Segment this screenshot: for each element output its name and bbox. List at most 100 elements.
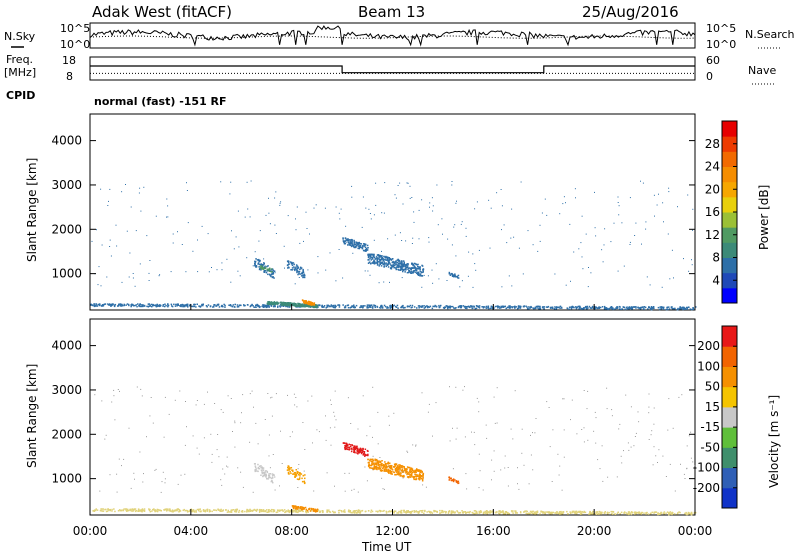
echo-point — [598, 513, 600, 515]
scatter-point — [192, 250, 194, 252]
echo-point — [453, 512, 456, 514]
echo-point — [272, 303, 275, 306]
echo-point — [487, 305, 490, 307]
echo-point — [375, 468, 378, 470]
echo-point — [293, 266, 295, 268]
scatter-point — [375, 204, 377, 206]
echo-point — [398, 465, 400, 468]
echo-point — [260, 474, 262, 476]
echo-point — [569, 511, 571, 513]
echo-point — [525, 510, 527, 512]
echo-point — [598, 510, 601, 513]
echo-point — [134, 304, 136, 307]
echo-point — [416, 307, 418, 309]
echo-point — [371, 460, 374, 463]
echo-point — [376, 262, 378, 264]
echo-point — [408, 271, 410, 273]
echo-point — [356, 244, 359, 246]
echo-point — [534, 307, 536, 310]
cpid-text: normal (fast) -151 RF — [94, 95, 227, 108]
echo-point — [173, 510, 175, 512]
echo-point — [515, 510, 517, 512]
echo-point — [304, 506, 307, 509]
echo-point — [409, 469, 411, 471]
echo-point — [323, 305, 326, 307]
echo-point — [351, 244, 353, 247]
echo-point — [370, 509, 373, 511]
echo-point — [513, 306, 515, 308]
echo-point — [120, 509, 123, 512]
echo-point — [191, 305, 193, 308]
scatter-point — [478, 401, 480, 403]
echo-point — [239, 304, 241, 306]
colorbar-swatch — [722, 406, 737, 428]
echo-point — [535, 513, 538, 515]
scatter-point — [648, 406, 650, 408]
echo-point — [396, 470, 398, 472]
echo-point — [287, 469, 289, 471]
echo-point — [536, 511, 539, 514]
echo-point — [273, 301, 276, 303]
echo-point — [635, 511, 637, 514]
echo-point — [415, 469, 418, 472]
echo-point — [429, 510, 431, 513]
echo-point — [422, 268, 425, 270]
echo-point — [359, 246, 362, 249]
scatter-point — [334, 415, 336, 417]
echo-point — [175, 303, 177, 306]
echo-point — [259, 268, 261, 270]
echo-point — [562, 511, 565, 513]
scatter-point — [652, 464, 654, 466]
scatter-point — [275, 393, 277, 395]
scatter-point — [380, 257, 382, 259]
echo-point — [517, 307, 520, 309]
echo-point — [418, 266, 421, 269]
echo-point — [485, 307, 487, 309]
echo-point — [502, 512, 505, 515]
echo-point — [219, 510, 221, 512]
echo-point — [266, 470, 268, 473]
echo-point — [411, 304, 414, 307]
echo-point — [415, 269, 417, 272]
echo-point — [359, 242, 361, 245]
echo-point — [289, 306, 291, 308]
scatter-point — [471, 431, 472, 433]
scatter-point — [166, 198, 168, 200]
echo-point — [410, 473, 413, 476]
echo-point — [388, 510, 391, 512]
echo-point — [206, 510, 208, 512]
scatter-point — [381, 477, 383, 479]
echo-point — [158, 304, 161, 306]
echo-point — [536, 305, 538, 308]
echo-point — [286, 469, 289, 471]
scatter-point — [493, 470, 495, 472]
echo-point — [260, 469, 263, 471]
scatter-point — [364, 270, 366, 272]
echo-point — [408, 466, 411, 469]
echo-point — [402, 264, 405, 266]
scatter-point — [185, 401, 186, 402]
echo-point — [384, 470, 386, 472]
echo-point — [310, 507, 313, 510]
echo-point — [119, 304, 122, 306]
scatter-point — [375, 182, 377, 184]
echo-point — [99, 304, 101, 307]
scatter-point — [344, 472, 346, 474]
echo-point — [587, 307, 589, 309]
echo-point — [598, 307, 600, 309]
noise-sky-line — [89, 25, 696, 47]
scatter-point — [428, 241, 430, 243]
echo-point — [378, 466, 381, 468]
echo-point — [570, 306, 572, 308]
echo-point — [449, 274, 452, 276]
echo-point — [616, 307, 618, 310]
echo-point — [378, 258, 380, 260]
echo-point — [100, 508, 102, 510]
echo-point — [623, 512, 625, 514]
echo-point — [107, 304, 110, 306]
scatter-point — [601, 249, 603, 251]
echo-point — [354, 246, 357, 248]
echo-point — [421, 306, 424, 308]
echo-point — [464, 307, 467, 309]
echo-point — [631, 306, 633, 308]
